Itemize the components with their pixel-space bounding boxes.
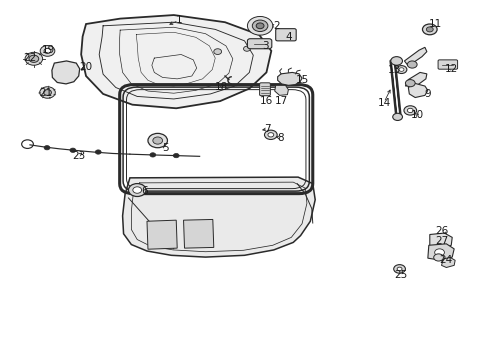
Circle shape xyxy=(148,134,167,148)
Text: 20: 20 xyxy=(80,62,92,72)
Text: 22: 22 xyxy=(23,53,37,63)
Circle shape xyxy=(150,153,156,157)
FancyBboxPatch shape xyxy=(437,60,457,69)
Text: 15: 15 xyxy=(295,75,308,85)
Polygon shape xyxy=(52,61,80,84)
Circle shape xyxy=(29,55,39,62)
Circle shape xyxy=(43,90,51,95)
Polygon shape xyxy=(404,47,426,66)
Text: 7: 7 xyxy=(264,124,271,134)
Circle shape xyxy=(393,265,405,273)
Circle shape xyxy=(405,80,414,87)
Text: 25: 25 xyxy=(393,270,407,280)
Text: 24: 24 xyxy=(438,255,451,265)
Text: 26: 26 xyxy=(434,226,447,236)
Polygon shape xyxy=(183,220,213,248)
Polygon shape xyxy=(429,233,451,249)
Polygon shape xyxy=(441,257,454,267)
Text: 6: 6 xyxy=(141,186,147,197)
Circle shape xyxy=(433,254,443,261)
Text: 2: 2 xyxy=(272,21,279,31)
Circle shape xyxy=(44,48,51,53)
Circle shape xyxy=(243,46,250,51)
Circle shape xyxy=(256,23,264,29)
Text: 10: 10 xyxy=(410,111,423,121)
Text: 17: 17 xyxy=(274,96,287,106)
Circle shape xyxy=(153,137,162,144)
Circle shape xyxy=(247,17,272,35)
Circle shape xyxy=(44,145,50,150)
Circle shape xyxy=(396,267,401,271)
Circle shape xyxy=(70,148,76,152)
Text: 13: 13 xyxy=(387,64,401,75)
FancyBboxPatch shape xyxy=(275,29,296,41)
Circle shape xyxy=(390,57,402,65)
Polygon shape xyxy=(405,72,426,86)
Polygon shape xyxy=(407,83,427,98)
Circle shape xyxy=(422,24,436,35)
Circle shape xyxy=(434,249,444,256)
Text: 14: 14 xyxy=(377,98,390,108)
Circle shape xyxy=(426,27,432,32)
Circle shape xyxy=(173,153,179,158)
Text: 21: 21 xyxy=(40,88,53,98)
Text: 9: 9 xyxy=(423,89,430,99)
FancyBboxPatch shape xyxy=(247,39,271,49)
Circle shape xyxy=(398,68,403,71)
Circle shape xyxy=(264,130,277,139)
Text: 23: 23 xyxy=(72,150,85,161)
Text: 27: 27 xyxy=(434,236,447,246)
Circle shape xyxy=(213,49,221,54)
Polygon shape xyxy=(147,220,177,249)
Circle shape xyxy=(95,150,101,154)
Circle shape xyxy=(407,61,416,68)
Circle shape xyxy=(40,87,55,98)
Text: 18: 18 xyxy=(215,82,228,92)
FancyBboxPatch shape xyxy=(259,83,270,96)
Circle shape xyxy=(392,113,402,121)
Text: 4: 4 xyxy=(285,32,291,41)
Polygon shape xyxy=(277,72,302,85)
Circle shape xyxy=(252,20,267,32)
Text: 16: 16 xyxy=(259,96,272,106)
Circle shape xyxy=(407,108,412,113)
Circle shape xyxy=(128,184,146,197)
Text: 11: 11 xyxy=(428,19,441,29)
Circle shape xyxy=(395,66,406,73)
Text: 5: 5 xyxy=(162,143,168,153)
Polygon shape xyxy=(427,244,453,260)
Text: 19: 19 xyxy=(42,45,55,55)
Polygon shape xyxy=(274,85,288,95)
Polygon shape xyxy=(81,15,271,108)
Text: 1: 1 xyxy=(175,15,182,26)
Text: 8: 8 xyxy=(277,133,284,143)
Circle shape xyxy=(403,106,416,115)
Circle shape xyxy=(25,52,42,65)
Text: 3: 3 xyxy=(261,41,268,50)
Text: 12: 12 xyxy=(444,64,457,74)
Circle shape xyxy=(133,187,142,193)
Polygon shape xyxy=(122,177,315,257)
Circle shape xyxy=(40,45,55,56)
Circle shape xyxy=(267,133,273,137)
